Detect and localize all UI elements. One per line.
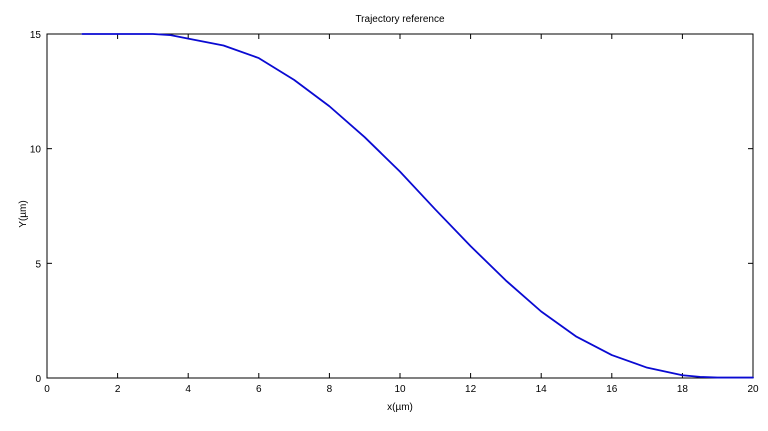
- x-tick-label: 8: [327, 384, 333, 395]
- x-tick-label: 10: [394, 384, 406, 395]
- x-axis-label: x(µm): [387, 402, 413, 413]
- y-tick-label: 0: [35, 374, 41, 385]
- chart-title: Trajectory reference: [355, 14, 445, 25]
- x-tick-label: 12: [465, 384, 477, 395]
- x-tick-label: 20: [747, 384, 759, 395]
- x-tick-label: 0: [44, 384, 50, 395]
- x-tick-label: 6: [256, 384, 262, 395]
- y-tick-label: 5: [35, 259, 41, 270]
- series-line: [81, 33, 754, 379]
- x-tick-label: 16: [606, 384, 618, 395]
- y-axis-label: Y(µm): [18, 200, 29, 227]
- series-layer: [81, 33, 754, 379]
- x-tick-label: 2: [115, 384, 121, 395]
- x-tick-label: 18: [677, 384, 689, 395]
- y-tick-label: 10: [30, 145, 42, 156]
- x-tick-label: 4: [185, 384, 191, 395]
- x-tick-label: 14: [536, 384, 548, 395]
- y-tick-label: 15: [30, 30, 42, 41]
